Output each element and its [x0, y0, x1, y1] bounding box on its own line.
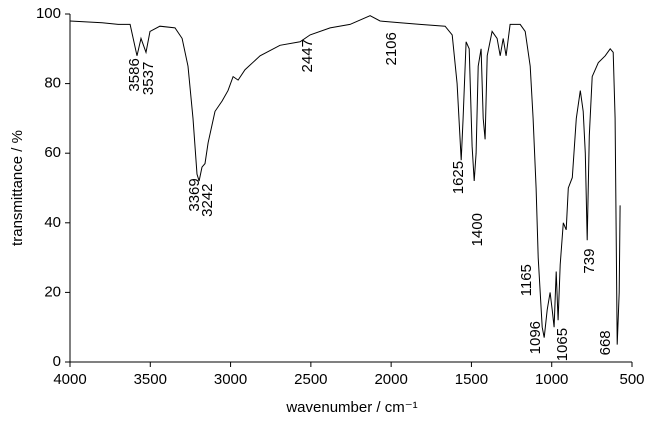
y-axis-label: transmittance / % — [9, 130, 26, 246]
x-tick-label: 2000 — [374, 371, 407, 388]
x-tick-label: 500 — [619, 371, 644, 388]
peak-label: 3242 — [199, 183, 216, 216]
peak-label: 1400 — [469, 213, 486, 246]
peak-label: 739 — [581, 249, 598, 274]
x-tick-label: 1000 — [535, 371, 568, 388]
y-tick-label: 20 — [44, 283, 61, 300]
x-tick-label: 3000 — [214, 371, 247, 388]
x-tick-label: 2500 — [294, 371, 327, 388]
peak-label: 1065 — [554, 328, 571, 361]
x-tick-label: 1500 — [455, 371, 488, 388]
y-tick-label: 100 — [36, 5, 61, 22]
x-axis-label: wavenumber / cm⁻¹ — [285, 399, 417, 416]
peak-label: 1165 — [518, 264, 535, 296]
spectrum-line — [69, 15, 621, 345]
peak-label: 1096 — [527, 321, 544, 354]
peak-label: 668 — [597, 330, 614, 355]
x-tick-label: 4000 — [53, 371, 86, 388]
peak-label: 2106 — [383, 32, 400, 65]
y-tick-label: 0 — [53, 353, 61, 370]
y-tick-label: 80 — [44, 75, 61, 92]
peak-label: 2447 — [299, 39, 316, 72]
peak-label: 3586 — [126, 58, 143, 91]
peak-label: 1625 — [450, 161, 467, 194]
y-tick-label: 40 — [44, 214, 61, 231]
y-tick-label: 60 — [44, 144, 61, 161]
x-tick-label: 3500 — [134, 371, 167, 388]
peak-label: 3369 — [186, 178, 203, 211]
peak-label: 3537 — [140, 62, 157, 95]
